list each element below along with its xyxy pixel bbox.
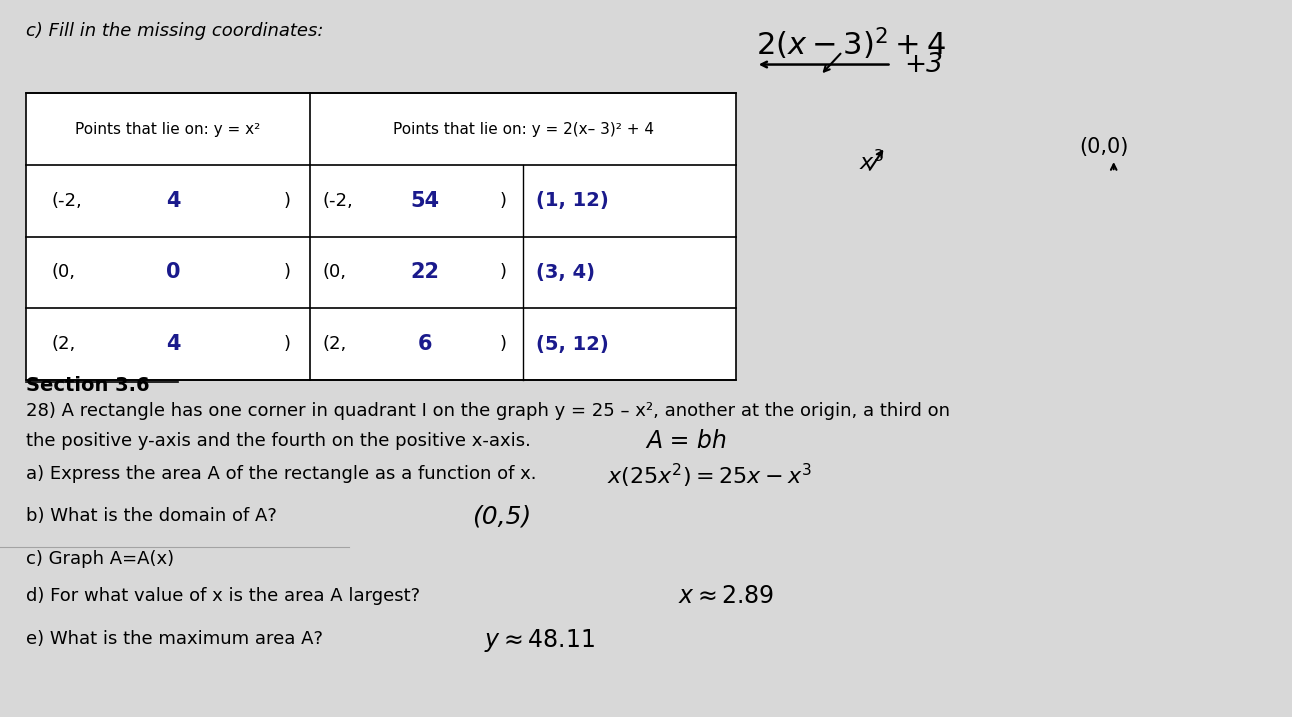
Text: c) Graph A=A(x): c) Graph A=A(x): [26, 550, 174, 568]
Text: +3: +3: [904, 52, 943, 77]
Text: (2,: (2,: [323, 335, 348, 353]
Text: $x^3$: $x^3$: [859, 148, 885, 174]
Text: (-2,: (-2,: [323, 191, 354, 210]
Text: Points that lie on: y = x²: Points that lie on: y = x²: [75, 122, 261, 136]
Text: Points that lie on: y = 2(x– 3)² + 4: Points that lie on: y = 2(x– 3)² + 4: [393, 122, 654, 136]
Text: $x( 25x^2) = 25x - x^3$: $x( 25x^2) = 25x - x^3$: [607, 462, 813, 490]
Text: ): ): [284, 335, 291, 353]
Text: (0,: (0,: [323, 263, 348, 282]
Text: (3, 4): (3, 4): [536, 263, 596, 282]
Text: $y \approx 48.11$: $y \approx 48.11$: [484, 627, 596, 655]
Text: (5, 12): (5, 12): [536, 335, 609, 353]
Text: 28) A rectangle has one corner in quadrant I on the graph y = 25 – x², another a: 28) A rectangle has one corner in quadra…: [26, 402, 950, 419]
Text: 6: 6: [417, 334, 433, 354]
Text: the positive y-axis and the fourth on the positive x-axis.: the positive y-axis and the fourth on th…: [26, 432, 531, 450]
Text: b) What is the domain of A?: b) What is the domain of A?: [26, 507, 276, 525]
Text: ): ): [499, 335, 506, 353]
Text: (0,5): (0,5): [472, 505, 531, 528]
Text: (0,: (0,: [52, 263, 76, 282]
Text: c) Fill in the missing coordinates:: c) Fill in the missing coordinates:: [26, 22, 323, 39]
Text: ): ): [284, 263, 291, 282]
Bar: [26, 93, 736, 380]
Text: (2,: (2,: [52, 335, 76, 353]
Text: ): ): [499, 263, 506, 282]
Text: 22: 22: [411, 262, 439, 282]
Text: Section 3.6: Section 3.6: [26, 376, 150, 395]
Text: $x \approx 2.89$: $x \approx 2.89$: [678, 584, 774, 608]
Text: (1, 12): (1, 12): [536, 191, 609, 210]
Text: ): ): [499, 191, 506, 210]
Text: a) Express the area A of the rectangle as a function of x.: a) Express the area A of the rectangle a…: [26, 465, 536, 483]
Text: 0: 0: [167, 262, 181, 282]
Text: ): ): [284, 191, 291, 210]
Text: 4: 4: [167, 191, 181, 211]
Text: $2(x-3)^2 + 4$: $2(x-3)^2 + 4$: [756, 25, 946, 62]
Text: 4: 4: [167, 334, 181, 354]
Text: (-2,: (-2,: [52, 191, 83, 210]
Text: 54: 54: [411, 191, 439, 211]
Text: e) What is the maximum area A?: e) What is the maximum area A?: [26, 630, 323, 647]
Text: (0,0): (0,0): [1079, 137, 1128, 157]
Text: d) For what value of x is the area A largest?: d) For what value of x is the area A lar…: [26, 587, 420, 604]
Text: A = bh: A = bh: [646, 429, 727, 452]
